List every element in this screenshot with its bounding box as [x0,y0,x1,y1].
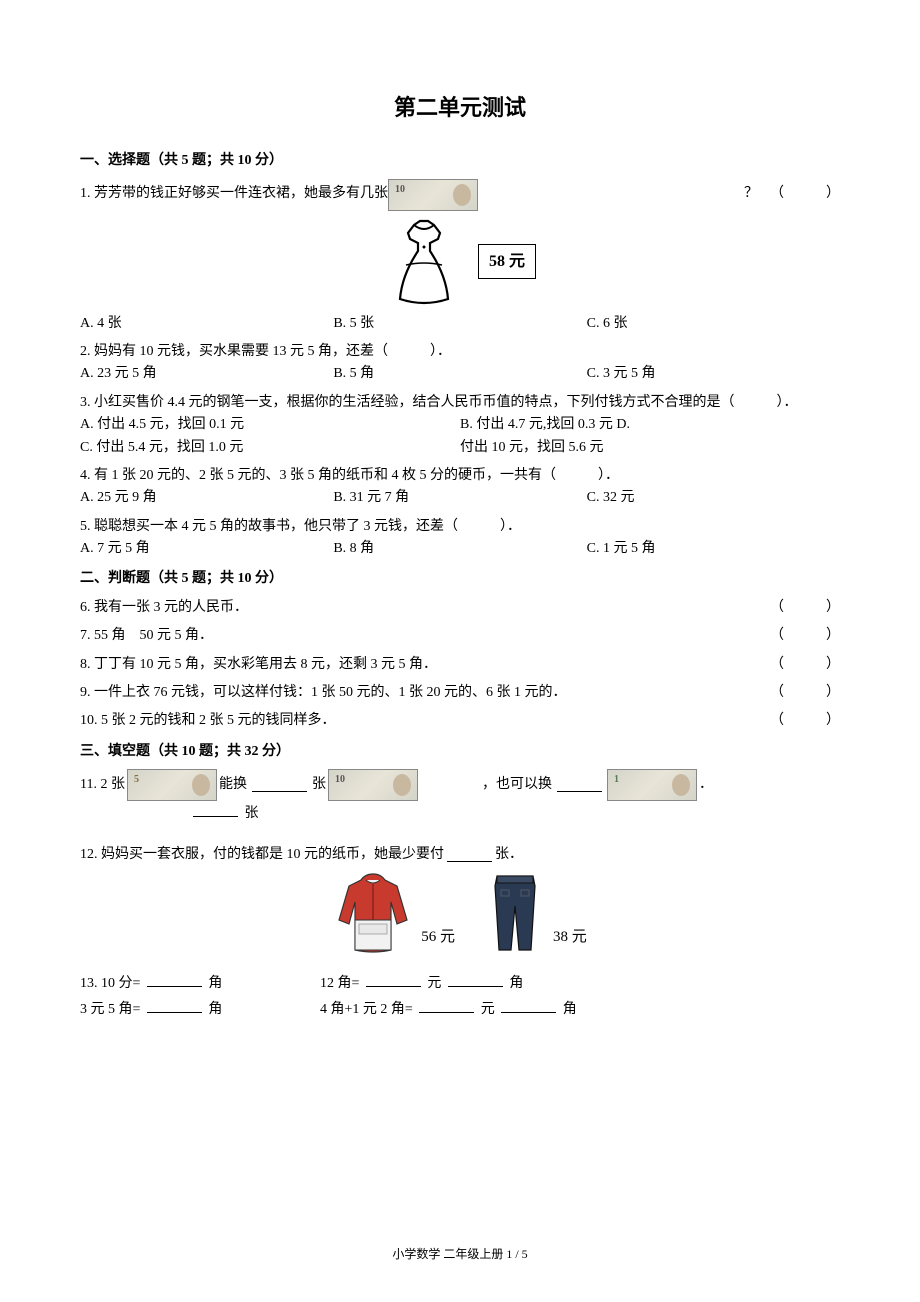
q7-text: 7. 55 角 50 元 5 角． [80,625,213,647]
q5-optB: B. 8 角 [333,538,586,560]
q1-text2: ？ [744,183,758,205]
q13-d3: 角 [563,1002,577,1017]
pants-price: 38 元 [553,925,587,957]
pants-icon [485,872,545,957]
question-5: 5. 聪聪想买一本 4 元 5 角的故事书，他只带了 3 元钱，还差（ ）． A… [80,516,840,561]
q4-text: 4. 有 1 张 20 元的、2 张 5 元的、3 张 5 角的纸币和 4 枚 … [80,465,840,487]
q4-optA: A. 25 元 9 角 [80,487,333,509]
section1-header: 一、选择题（共 5 题；共 10 分） [80,150,840,172]
page-footer: 小学数学 二年级上册 1 / 5 [0,1245,920,1264]
blank [147,999,202,1013]
q11-t2: 能换 [219,774,247,796]
question-4: 4. 有 1 张 20 元的、2 张 5 元的、3 张 5 角的纸币和 4 枚 … [80,465,840,510]
money-1-icon [607,769,697,801]
q13-c2: 角 [208,1002,222,1017]
q7-paren: （ ） [750,625,840,647]
blank [193,803,238,817]
blank [366,973,421,987]
q1-optC: C. 6 张 [587,313,840,335]
q9-paren: （ ） [750,682,840,704]
q2-text: 2. 妈妈有 10 元钱，买水果需要 13 元 5 角，还差（ ）． [80,341,840,363]
q11-t3: 张 [312,774,326,796]
q3-optA: A. 付出 4.5 元，找回 0.1 元 [80,414,460,436]
q11-line2: 张 [80,803,840,825]
q13-c1: 3 元 5 角= [80,1002,140,1017]
q3-text: 3. 小红买售价 4.4 元的钢笔一支，根据你的生活经验，结合人民币币值的特点，… [80,392,840,414]
question-11: 11. 2 张 能换 张 ，也可以换 ． [80,769,840,801]
q13-b3: 角 [509,976,523,991]
q13-a1: 13. 10 分= [80,976,140,991]
q4-optC: C. 32 元 [587,487,840,509]
q11-t4: ，也可以换 [482,774,552,796]
q13-d1: 4 角+1 元 2 角= [320,1002,413,1017]
blank [447,848,492,862]
q1-paren: （ ） [770,183,840,205]
money-5-icon [127,769,217,801]
jacket-icon [333,872,413,957]
dress-price: 58 元 [478,244,536,280]
blank [252,778,307,792]
q1-text1: 1. 芳芳带的钱正好够买一件连衣裙，她最多有几张 [80,183,388,205]
question-3: 3. 小红买售价 4.4 元的钢笔一支，根据你的生活经验，结合人民币币值的特点，… [80,392,840,459]
q3-optC: C. 付出 5.4 元，找回 1.0 元 [80,437,460,459]
question-9: 9. 一件上衣 76 元钱，可以这样付钱：1 张 50 元的、1 张 20 元的… [80,682,840,704]
blank [557,778,602,792]
q11-t1: 11. 2 张 [80,774,125,796]
question-2: 2. 妈妈有 10 元钱，买水果需要 13 元 5 角，还差（ ）． A. 23… [80,341,840,386]
blank [448,973,503,987]
q1-optA: A. 4 张 [80,313,333,335]
clothes-figure: 56 元 38 元 [80,872,840,957]
question-8: 8. 丁丁有 10 元 5 角，买水彩笔用去 8 元，还剩 3 元 5 角． （… [80,654,840,676]
q8-text: 8. 丁丁有 10 元 5 角，买水彩笔用去 8 元，还剩 3 元 5 角． [80,654,437,676]
q6-text: 6. 我有一张 3 元的人民币． [80,597,248,619]
q5-optA: A. 7 元 5 角 [80,538,333,560]
question-12: 12. 妈妈买一套衣服，付的钱都是 10 元的纸币，她最少要付 张． 56 元 … [80,844,840,957]
q13-d2: 元 [481,1002,495,1017]
money-10-icon-2 [328,769,418,801]
q11-t6: 张 [245,806,259,821]
q13-a2: 角 [208,976,222,991]
blank [501,999,556,1013]
q3-optD: 付出 10 元，找回 5.6 元 [460,437,840,459]
q2-optA: A. 23 元 5 角 [80,363,333,385]
q2-optB: B. 5 角 [333,363,586,385]
blank [147,973,202,987]
q3-optB: B. 付出 4.7 元,找回 0.3 元 D. [460,414,840,436]
q1-optB: B. 5 张 [333,313,586,335]
q13-b1: 12 角= [320,976,359,991]
section2-header: 二、判断题（共 5 题；共 10 分） [80,568,840,590]
jacket-price: 56 元 [421,925,455,957]
blank [419,999,474,1013]
q2-optC: C. 3 元 5 角 [587,363,840,385]
q13-b2: 元 [427,976,441,991]
question-10: 10. 5 张 2 元的钱和 2 张 5 元的钱同样多． （ ） [80,710,840,732]
q12-t2: 张． [495,844,523,866]
q11-t5: ． [699,774,713,796]
q4-optB: B. 31 元 7 角 [333,487,586,509]
page-title: 第二单元测试 [80,90,840,125]
money-10-icon [388,179,478,211]
dress-icon [384,217,464,307]
q10-paren: （ ） [750,710,840,732]
dress-figure: 58 元 [80,217,840,307]
q5-text: 5. 聪聪想买一本 4 元 5 角的故事书，他只带了 3 元钱，还差（ ）． [80,516,840,538]
question-1: 1. 芳芳带的钱正好够买一件连衣裙，她最多有几张 ？ （ ） 58 元 A. 4… [80,179,840,335]
q9-text: 9. 一件上衣 76 元钱，可以这样付钱：1 张 50 元的、1 张 20 元的… [80,682,567,704]
q12-t1: 12. 妈妈买一套衣服，付的钱都是 10 元的纸币，她最少要付 [80,844,444,866]
question-7: 7. 55 角 50 元 5 角． （ ） [80,625,840,647]
q6-paren: （ ） [750,597,840,619]
question-6: 6. 我有一张 3 元的人民币． （ ） [80,597,840,619]
q8-paren: （ ） [750,654,840,676]
section3-header: 三、填空题（共 10 题；共 32 分） [80,741,840,763]
q10-text: 10. 5 张 2 元的钱和 2 张 5 元的钱同样多． [80,710,336,732]
q5-optC: C. 1 元 5 角 [587,538,840,560]
question-13: 13. 10 分= 角 12 角= 元 角 3 元 5 角= 角 4 角+1 元… [80,973,840,1022]
